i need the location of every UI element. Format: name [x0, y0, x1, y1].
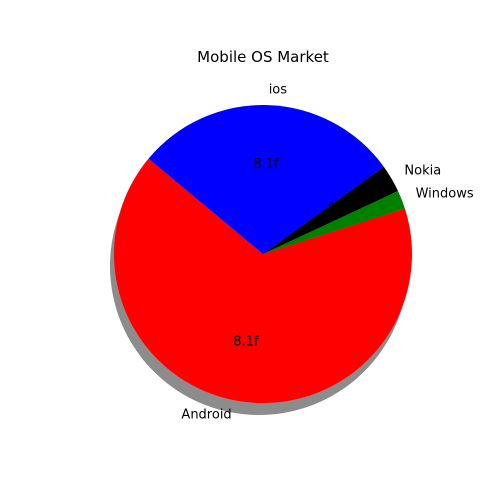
slice-ios	[148, 104, 384, 254]
slice-label-ios: ios	[269, 83, 288, 98]
slice-windows	[263, 191, 405, 254]
slice-label-windows: Windows	[416, 187, 474, 202]
pie-slices	[114, 104, 413, 403]
slice-nokia	[263, 166, 399, 254]
slice-pct-label-nokia: 8.1f	[327, 201, 353, 216]
slice-pct-label-android: 8.1f	[233, 334, 259, 349]
pie-labels: Nokia 8.1f ios 8.1f Android 8.1f Windows	[181, 83, 473, 423]
slice-label-nokia: Nokia	[404, 164, 441, 179]
slice-pct-label-ios: 8.1f	[253, 157, 279, 172]
chart-title: Mobile OS Market	[197, 48, 329, 66]
slice-android	[114, 158, 413, 403]
slice-label-android: Android	[181, 407, 231, 422]
